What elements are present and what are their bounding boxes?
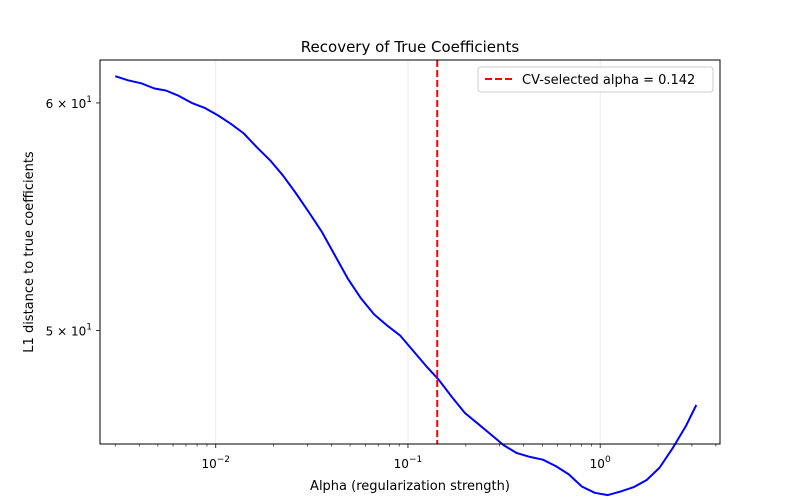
x-tick-exponent: 0 [605,455,611,465]
y-tick-label: 5 × 101 [46,322,92,338]
y-axis-label: L1 distance to true coefficients [22,151,37,353]
x-axis-ticks: 10−2 10−1 100 [114,444,717,471]
y-tick-mantissa: 5 × 10 [46,324,87,338]
x-tick-exponent: −1 [409,455,422,465]
x-tick-base: 10 [590,457,605,471]
plot-area [99,59,721,497]
y-tick-mantissa: 6 × 10 [46,97,87,111]
y-tick-exponent: 1 [86,95,92,105]
x-axis-label: Alpha (regularization strength) [310,479,510,494]
grid-lines [215,60,601,444]
series-layer [114,75,698,497]
x-tick-base: 10 [201,457,216,471]
y-tick-label: 6 × 101 [46,95,92,111]
x-tick-label: 10−1 [394,455,423,471]
x-tick-label: 100 [590,455,611,471]
chart-title: Recovery of True Coefficients [301,38,520,56]
plot-frame [99,59,721,445]
legend-frame [477,66,714,93]
y-tick-exponent: 1 [86,322,92,332]
legend: CV-selected alpha = 0.142 [477,66,714,93]
legend-label: CV-selected alpha = 0.142 [522,73,695,88]
series-line [114,75,698,497]
x-tick-label: 10−2 [201,455,230,471]
x-tick-exponent: −2 [217,455,230,465]
x-tick-base: 10 [394,457,409,471]
